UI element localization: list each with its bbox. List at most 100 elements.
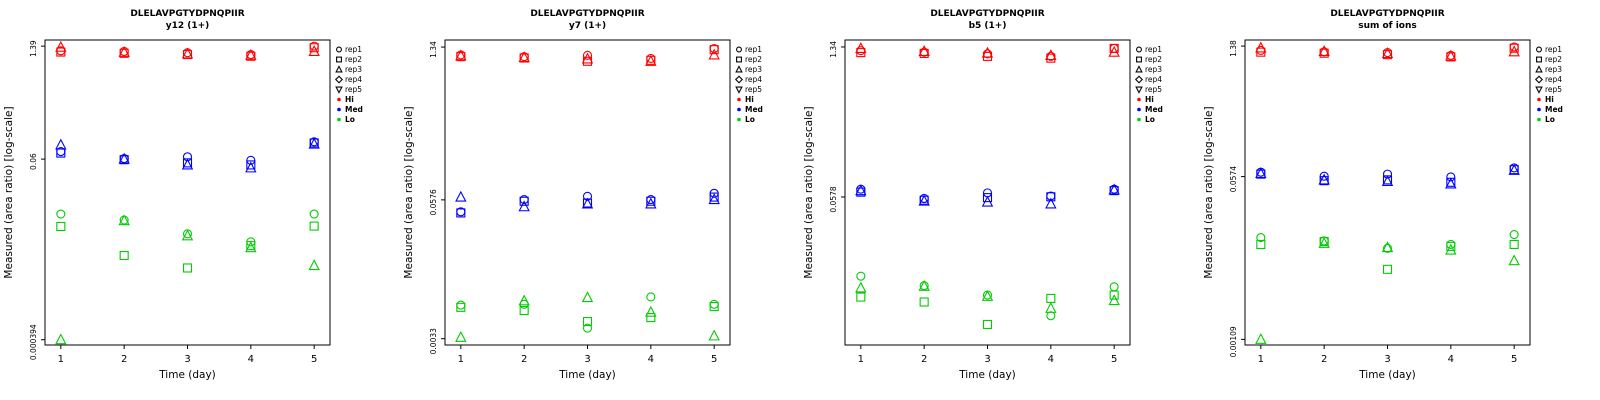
y-tick-label: 0.0574: [1229, 166, 1238, 192]
data-point-rep3-Lo: [708, 329, 720, 341]
legend-marker-rep1: [1136, 46, 1142, 53]
legend-swatch-Med: [337, 107, 341, 112]
data-point-rep2-Hi: [56, 47, 66, 57]
chart-panel-y12: DLELAVPGTYDPNQPIIR y12 (1+) 1.39 0.06 0.0003…: [0, 0, 400, 400]
data-point-rep3-Med: [981, 195, 994, 207]
data-point-rep3-Med: [581, 197, 594, 209]
data-point-rep3-Hi: [308, 45, 320, 56]
data-point-rep3-Lo: [1381, 241, 1394, 253]
data-point-rep3-Lo: [981, 289, 994, 301]
x-tick-label: 4: [648, 354, 654, 365]
data-point-rep2-Med: [1046, 192, 1056, 202]
data-point-rep3-Lo: [581, 291, 594, 303]
y-tick-label: 1.34: [829, 41, 838, 58]
y-axis-label: Measured (area ratio) [log-scale]: [803, 106, 815, 278]
legend-marker-rep2: [1536, 56, 1542, 63]
legend-label-Med: Med: [745, 105, 763, 114]
x-tick-label: 2: [1321, 354, 1327, 365]
x-tick-label: 5: [711, 354, 717, 365]
legend-swatch-Hi: [1137, 97, 1141, 102]
y-tick-label: 0.000394: [29, 324, 38, 360]
data-point-rep3-Hi: [1045, 49, 1057, 61]
legend-label-Med: Med: [1545, 105, 1563, 114]
data-point-rep3-Med: [1318, 173, 1330, 185]
y-axis-label: Measured (area ratio) [log-scale]: [3, 106, 15, 278]
legend-label-Hi: Hi: [1545, 95, 1554, 104]
legend-swatch-Med: [1537, 107, 1541, 112]
legend-label-rep2: rep2: [745, 55, 762, 64]
data-point-rep2-Lo: [582, 317, 593, 327]
chart-panel-b5: DLELAVPGTYDPNQPIIR b5 (1+) 1.34 0.0578 1 2 3 4 5…: [800, 0, 1200, 400]
legend-label-Hi: Hi: [745, 95, 754, 104]
legend-label-Lo: Lo: [1545, 115, 1555, 124]
x-tick-label: 4: [1048, 354, 1054, 365]
legend-label-rep5: rep5: [1545, 85, 1562, 94]
legend-marker-rep4: [1134, 75, 1144, 84]
data-point-rep3-Hi: [581, 52, 594, 64]
plot-box: [1244, 39, 1531, 346]
data-point-rep3-Hi: [981, 46, 994, 58]
data-point-rep2-Hi: [246, 51, 256, 61]
data-point-rep2-Med: [1109, 186, 1119, 196]
legend-label-rep1: rep1: [1145, 45, 1162, 54]
x-tick-label: 4: [248, 354, 254, 365]
legend-label-Med: Med: [345, 105, 363, 114]
data-point-rep2-Lo: [1046, 293, 1056, 303]
data-point-rep3-Med: [645, 197, 657, 209]
data-point-rep3-Lo: [1508, 254, 1520, 266]
data-point-rep1-Lo: [456, 300, 466, 310]
data-point-rep2-Hi: [119, 48, 129, 58]
legend-swatch-Med: [1137, 107, 1141, 112]
x-tick-label: 1: [1258, 354, 1264, 365]
data-point-rep1-Lo: [856, 271, 866, 281]
data-point-rep2-Hi: [1446, 52, 1456, 62]
x-tick-label: 2: [121, 354, 127, 365]
legend-label-rep1: rep1: [345, 45, 362, 54]
legend-swatch-Lo: [737, 117, 741, 122]
legend-label-rep4: rep4: [745, 75, 762, 84]
data-point-rep3-Lo: [1108, 294, 1120, 306]
legend-label-Hi: Hi: [1145, 95, 1154, 104]
data-point-rep3-Med: [308, 137, 320, 149]
data-point-rep2-Med: [1319, 176, 1329, 186]
x-axis-label: Time (day): [1358, 369, 1416, 381]
x-tick-label: 3: [1384, 354, 1390, 365]
legend-label-rep3: rep3: [345, 65, 362, 74]
data-point-rep1-Med: [246, 155, 256, 165]
chart-title: DLELAVPGTYDPNQPIIR: [1330, 9, 1444, 19]
legend-marker-rep3: [335, 65, 343, 73]
data-point-rep1-Med: [582, 191, 593, 201]
data-point-rep3-Lo: [1445, 243, 1457, 255]
data-point-rep3-Hi: [181, 47, 194, 59]
legend-swatch-Hi: [337, 97, 341, 102]
data-point-rep3-Hi: [118, 45, 130, 57]
data-point-rep3-Med: [1445, 177, 1457, 189]
data-point-rep3-Lo: [1255, 332, 1267, 344]
legend-label-rep5: rep5: [345, 85, 362, 94]
legend-label-rep3: rep3: [745, 65, 762, 74]
x-tick-label: 5: [1111, 354, 1117, 365]
legend-marker-rep4: [1534, 75, 1544, 84]
data-point-rep3-Hi: [245, 48, 257, 60]
x-tick-label: 5: [1511, 354, 1517, 365]
data-point-rep2-Med: [709, 192, 719, 202]
legend-label-Lo: Lo: [1145, 115, 1155, 124]
data-point-rep1-Lo: [1046, 311, 1056, 321]
data-point-rep2-Med: [456, 208, 466, 218]
data-point-rep2-Med: [246, 160, 256, 170]
legend-marker-rep5: [1135, 86, 1143, 94]
legend-label-rep3: rep3: [1545, 65, 1562, 74]
data-point-rep2-Med: [119, 155, 129, 165]
legend-marker-rep3: [735, 65, 743, 73]
y-tick-label: 1.39: [29, 40, 38, 57]
legend-marker-rep1: [1536, 46, 1542, 53]
data-point-rep3-Lo: [855, 281, 867, 293]
y-axis-label: Measured (area ratio) [log-scale]: [1203, 106, 1215, 278]
data-point-rep3-Med: [1045, 197, 1057, 209]
data-point-rep3-Med: [118, 152, 130, 164]
data-point-rep3-Lo: [645, 305, 657, 317]
data-point-rep3-Hi: [918, 45, 930, 56]
chart-title: DLELAVPGTYDPNQPIIR: [530, 9, 644, 19]
legend-label-Med: Med: [1145, 105, 1163, 114]
data-point-rep3-Med: [55, 138, 67, 150]
